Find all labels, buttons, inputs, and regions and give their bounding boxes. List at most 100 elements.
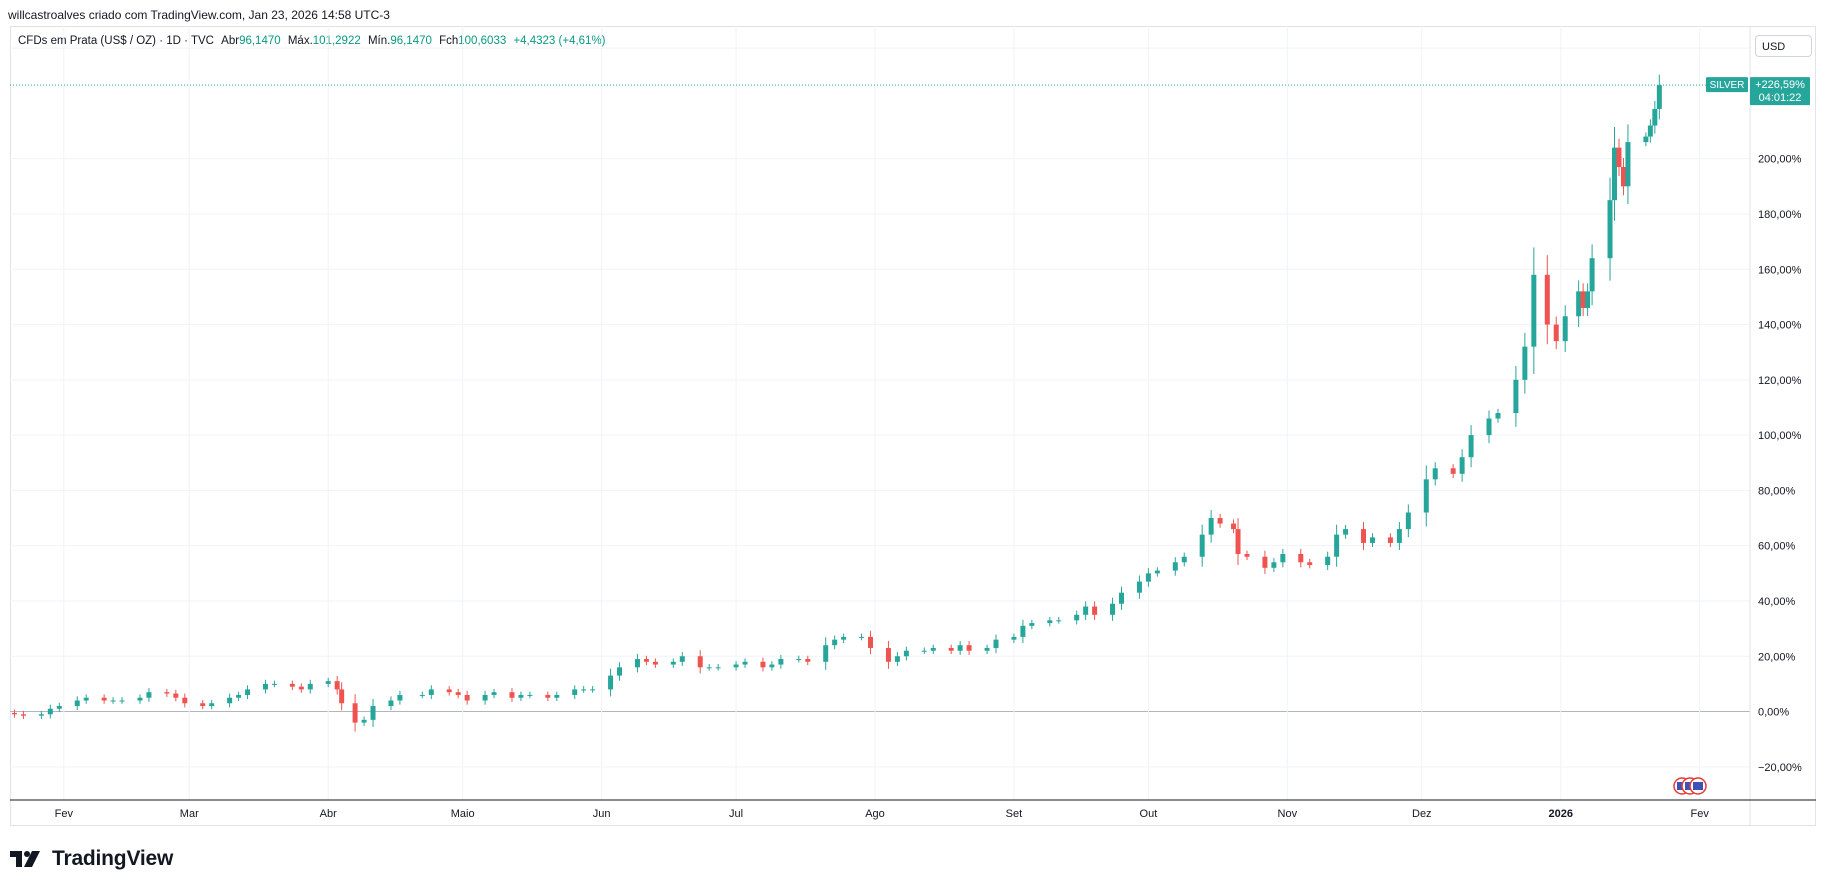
candle-body: [1181, 556, 1187, 563]
candle-body: [1217, 518, 1223, 524]
candle-body: [617, 667, 623, 676]
us-flag-icon: [1693, 782, 1703, 790]
x-tick-label: 2026: [1548, 808, 1572, 820]
candle-body: [1092, 606, 1098, 615]
y-tick-label: 80,00%: [1758, 485, 1796, 497]
candle-body: [388, 700, 394, 707]
candle-body: [1607, 200, 1613, 259]
candle-body: [1625, 142, 1631, 187]
candle-body: [1522, 346, 1528, 380]
candle-body: [832, 639, 838, 646]
candle-body: [56, 706, 62, 709]
candle-body: [518, 694, 524, 698]
candle-body: [1145, 573, 1151, 582]
tradingview-logo[interactable]: TradingView: [10, 847, 173, 871]
candle-body: [1531, 274, 1537, 347]
candle-body: [1325, 556, 1331, 566]
candle-body: [339, 689, 345, 704]
candle-body: [1544, 274, 1550, 325]
x-tick-label: Ago: [865, 808, 885, 820]
candle-body: [101, 697, 107, 701]
x-tick-label: Dez: [1412, 808, 1432, 820]
brand-name: TradingView: [52, 847, 174, 870]
candle-body: [428, 689, 434, 695]
candle-body: [1612, 147, 1618, 201]
candle-body: [361, 719, 367, 723]
x-tick-label: Fev: [55, 808, 74, 820]
candle-body: [1235, 529, 1241, 554]
low-label: Mín.: [367, 35, 391, 47]
candle-body: [715, 667, 721, 669]
candle-body: [289, 683, 295, 687]
candle-body: [652, 661, 658, 665]
chart-attribution: willcastroalves criado com TradingView.c…: [8, 8, 390, 22]
candle-body: [397, 694, 403, 701]
candle-body: [1580, 291, 1586, 308]
open-value: 96,1470: [239, 35, 281, 47]
candle-body: [1513, 379, 1519, 413]
candle-body: [527, 694, 533, 696]
symbol-legend: CFDs em Prata (US$ / OZ) · 1D · TVC Abr9…: [18, 35, 606, 47]
x-tick-label: Out: [1140, 808, 1158, 820]
candle-body: [796, 659, 802, 661]
x-tick-label: Set: [1006, 808, 1023, 820]
candle-body: [1553, 324, 1559, 342]
y-tick-label: 60,00%: [1758, 541, 1796, 553]
x-tick-label: Fev: [1690, 808, 1709, 820]
candle-body: [885, 647, 891, 662]
candle-body: [1074, 614, 1080, 621]
candle-body: [868, 636, 874, 648]
candle-body: [334, 681, 340, 690]
candle-body: [1119, 592, 1125, 604]
candle-body: [119, 700, 125, 702]
candle-body: [419, 694, 425, 696]
high-label: Máx.: [287, 35, 313, 47]
candle-body: [590, 689, 596, 691]
candle-body: [209, 703, 215, 707]
candle-body: [352, 703, 358, 723]
candle-body: [634, 659, 640, 668]
candle-body: [921, 650, 927, 652]
candle-body: [271, 683, 277, 685]
price-badge-value: +226,59%: [1755, 79, 1805, 91]
candle-body: [1361, 529, 1367, 543]
y-tick-label: −20,00%: [1758, 762, 1802, 774]
candle-body: [464, 694, 470, 701]
candle-body: [137, 697, 143, 701]
candle-body: [491, 692, 497, 695]
close-value: 100,6033: [458, 35, 507, 47]
candle-body: [1154, 570, 1160, 574]
candle-body: [455, 692, 461, 695]
candle-body: [1396, 529, 1402, 543]
y-tick-label: 100,00%: [1758, 430, 1802, 442]
candle-body: [670, 661, 676, 665]
candle-body: [47, 708, 53, 715]
candle-body: [1647, 125, 1653, 137]
candle-body: [859, 636, 865, 638]
close-label: Fch: [439, 35, 459, 47]
candle-body: [697, 656, 703, 668]
candle-body: [1262, 556, 1268, 568]
candle-body: [1110, 603, 1116, 615]
candle-body: [110, 700, 116, 702]
price-badge[interactable]: [1750, 77, 1810, 106]
y-tick-label: 40,00%: [1758, 596, 1796, 608]
candle-body: [679, 656, 685, 662]
candle-body: [903, 650, 909, 657]
candle-body: [1083, 606, 1089, 615]
low-value: 96,1470: [390, 35, 432, 47]
currency-button[interactable]: USD: [1755, 35, 1812, 57]
symbol-badge[interactable]: [1706, 77, 1748, 93]
candle-body: [778, 659, 784, 665]
candle-body: [1231, 523, 1237, 530]
symbol-badge-label: SILVER: [1710, 80, 1745, 91]
candle-body: [760, 661, 766, 668]
candle-body: [1450, 468, 1456, 474]
candle-body: [608, 675, 614, 690]
y-tick-label: 20,00%: [1758, 651, 1796, 663]
symbol-title[interactable]: CFDs em Prata (US$ / OZ) · 1D · TVC: [18, 35, 214, 47]
y-tick-label: 140,00%: [1758, 320, 1802, 332]
candle-body: [993, 639, 999, 648]
x-tick-label: Abr: [320, 808, 337, 820]
